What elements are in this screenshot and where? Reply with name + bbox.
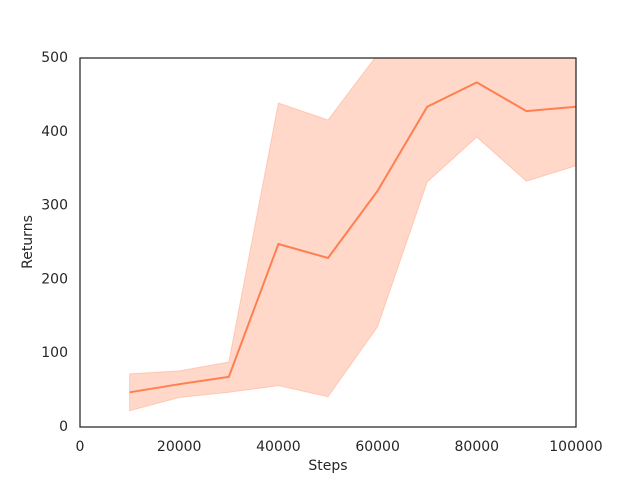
- confidence-band: [129, 58, 576, 412]
- y-axis-label: Returns: [20, 215, 36, 269]
- x-tick-label: 40000: [256, 439, 301, 455]
- x-tick-label: 60000: [355, 439, 400, 455]
- y-tick-label: 300: [41, 198, 68, 214]
- plot-frame: [79, 57, 577, 428]
- y-tick-label: 500: [41, 50, 68, 66]
- y-tick-label: 0: [59, 419, 68, 435]
- x-tick-label: 0: [76, 439, 85, 455]
- x-tick-label: 100000: [549, 439, 602, 455]
- line: [129, 81, 576, 394]
- x-tick-label: 20000: [157, 439, 202, 455]
- y-tick-label: 200: [41, 271, 68, 287]
- y-tick-label: 100: [41, 345, 68, 361]
- x-axis-label: Steps: [308, 458, 347, 474]
- y-tick-label: 400: [41, 124, 68, 140]
- x-tick-label: 80000: [455, 439, 500, 455]
